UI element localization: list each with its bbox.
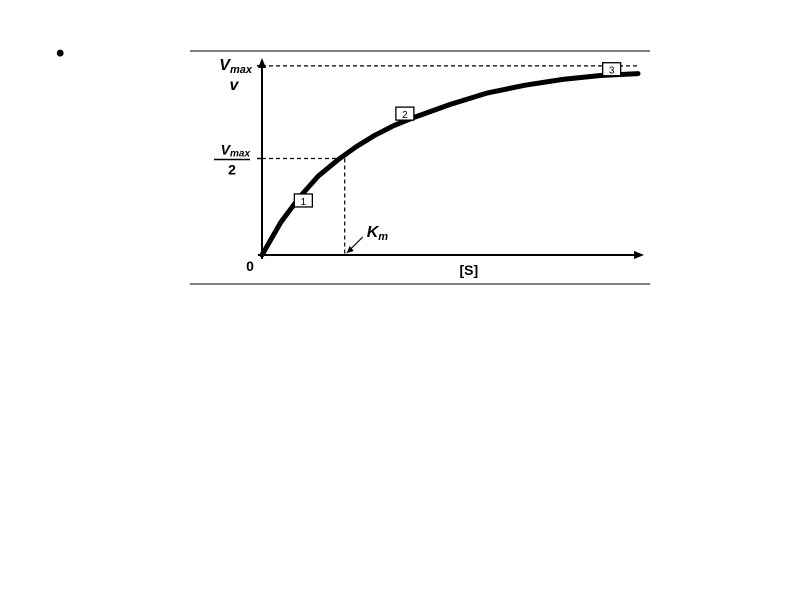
michaelis-menten-chart: 123VmaxvVmax20Km[S] (190, 50, 650, 285)
svg-text:Vmax: Vmax (219, 57, 253, 76)
svg-text:3: 3 (609, 66, 615, 77)
svg-text:0: 0 (246, 258, 254, 274)
svg-text:[S]: [S] (459, 262, 478, 278)
svg-text:v: v (230, 77, 240, 94)
svg-text:2: 2 (228, 162, 236, 178)
chart-svg: 123VmaxvVmax20Km[S] (190, 50, 650, 285)
svg-text:1: 1 (301, 197, 307, 208)
svg-text:Vmax: Vmax (221, 142, 251, 160)
svg-text:2: 2 (402, 110, 408, 121)
svg-text:Km: Km (367, 224, 389, 243)
